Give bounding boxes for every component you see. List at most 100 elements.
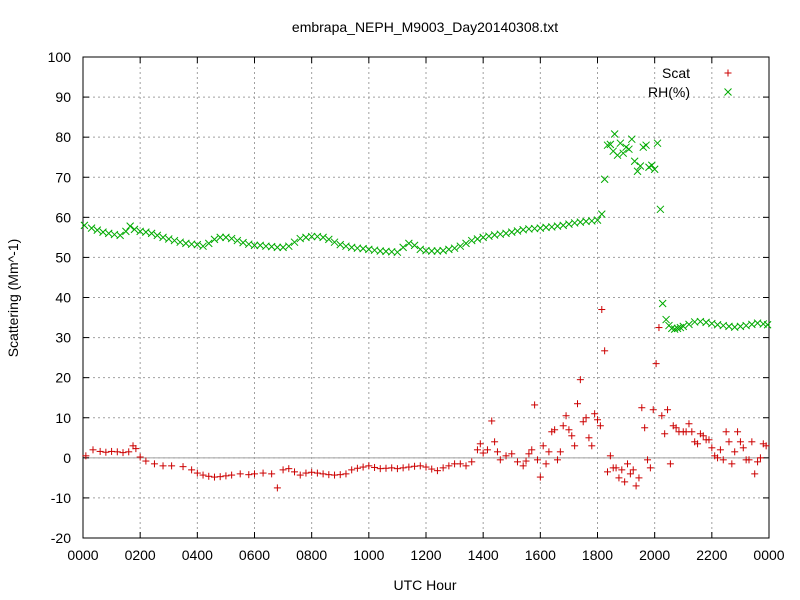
scat-point <box>751 470 759 478</box>
scat-point <box>508 450 516 458</box>
scat-point <box>672 424 680 432</box>
series-rh-points <box>80 130 772 334</box>
scat-point <box>483 446 491 454</box>
scat-point <box>113 448 121 456</box>
scat-point <box>348 466 356 474</box>
rh-point <box>393 248 402 257</box>
scat-point <box>168 462 176 470</box>
y-tick-label: -20 <box>51 530 71 546</box>
scat-point <box>125 448 133 456</box>
x-axis-label: UTC Hour <box>393 577 456 593</box>
scat-point <box>96 447 104 455</box>
rh-point <box>170 236 179 245</box>
rh-point <box>159 233 167 242</box>
scat-point <box>725 438 733 446</box>
scat-point <box>359 463 367 471</box>
scat-point <box>664 406 672 414</box>
y-tick-label: 0 <box>63 450 71 466</box>
rh-point <box>336 240 345 249</box>
legend-rh-symbol <box>724 88 732 96</box>
rh-point <box>593 216 602 224</box>
rh-point <box>636 162 645 170</box>
scat-point <box>754 458 762 466</box>
scat-point <box>582 414 590 422</box>
rh-point <box>456 242 465 251</box>
rh-point <box>467 236 476 245</box>
rh-point <box>600 175 609 184</box>
x-tick-label: 0800 <box>296 547 327 563</box>
scat-point <box>405 463 413 471</box>
scat-point <box>708 444 716 452</box>
scat-point <box>685 420 693 428</box>
scat-point <box>439 464 447 472</box>
scat-point <box>525 450 533 458</box>
rh-point <box>273 243 282 252</box>
x-tick-label: 2000 <box>639 547 670 563</box>
rh-point <box>450 244 459 253</box>
scat-point <box>638 404 646 412</box>
scat-point <box>268 470 276 478</box>
scat-point <box>251 470 258 478</box>
rh-point <box>427 247 436 255</box>
rh-point <box>653 139 662 148</box>
scat-point <box>731 448 739 456</box>
rh-point <box>633 167 642 176</box>
scat-point <box>716 446 724 454</box>
scat-point <box>655 324 663 332</box>
y-tick-label: 30 <box>55 330 71 346</box>
scat-point <box>236 470 244 478</box>
rh-point <box>290 238 299 247</box>
scat-point <box>519 462 527 470</box>
scat-point <box>644 456 652 464</box>
rh-point <box>93 226 102 235</box>
legend-marker-scat <box>724 69 732 77</box>
rh-point <box>650 165 659 174</box>
rh-point <box>667 324 676 333</box>
scat-point <box>462 462 470 470</box>
rh-point <box>670 325 679 334</box>
rh-point <box>658 299 667 308</box>
scat-point <box>365 462 373 470</box>
scat-point <box>539 442 547 450</box>
x-tick-label: 0200 <box>125 547 156 563</box>
scat-point <box>82 452 90 460</box>
rh-point <box>610 130 619 138</box>
scat-point <box>553 456 561 464</box>
scat-point <box>739 444 747 452</box>
rh-point <box>616 139 625 148</box>
scat-point <box>641 424 649 432</box>
scat-point <box>188 466 196 474</box>
scat-point <box>422 463 430 471</box>
y-tick-label: 80 <box>55 129 71 145</box>
x-tick-label: 0000 <box>753 547 784 563</box>
rh-point <box>673 324 682 333</box>
scat-point <box>279 466 287 474</box>
scat-point <box>476 440 484 448</box>
y-tick-label: 60 <box>55 209 71 225</box>
legend-label-rh: RH(%) <box>648 84 690 100</box>
scat-point <box>728 460 736 468</box>
scat-point <box>579 418 587 426</box>
scat-point <box>756 454 764 462</box>
rh-point <box>130 225 139 234</box>
scat-point <box>291 468 299 476</box>
scat-point <box>353 464 361 472</box>
scat-point <box>393 465 401 473</box>
chart-title: embrapa_NEPH_M9003_Day20140308.txt <box>292 19 558 35</box>
scat-point <box>89 446 97 454</box>
scat-point <box>556 448 564 456</box>
rh-point <box>473 235 482 243</box>
scat-point <box>661 430 669 438</box>
rh-point <box>606 140 615 149</box>
scat-point <box>285 465 293 473</box>
y-tick-label: 50 <box>55 249 71 265</box>
rh-point <box>126 222 135 231</box>
rh-point <box>204 239 213 248</box>
rh-point <box>399 243 407 252</box>
scat-point <box>618 466 626 474</box>
scat-point <box>601 347 609 355</box>
scat-point <box>259 469 267 477</box>
x-tick-label: 1800 <box>582 547 613 563</box>
scat-point <box>132 445 140 453</box>
scat-point <box>102 448 110 456</box>
